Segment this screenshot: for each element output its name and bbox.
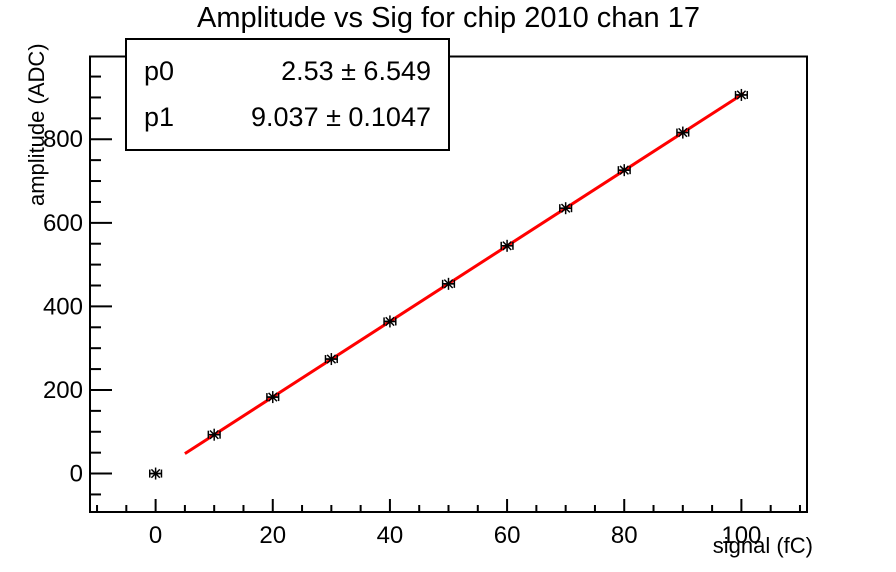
data-marker [502,241,512,251]
y-tick-label: 800 [43,126,83,153]
fit-stats-box: p0 2.53 ± 6.549 p1 9.037 ± 0.1047 [125,38,450,151]
stats-row-p0: p0 2.53 ± 6.549 [144,56,431,87]
data-marker [268,392,278,402]
data-marker [560,203,571,213]
y-tick-label: 0 [70,461,83,488]
data-marker [326,354,337,364]
y-tick-label: 200 [43,377,83,404]
param-name-p0: p0 [144,55,175,86]
x-tick-label: 60 [494,522,521,549]
param-name-p1: p1 [144,102,175,133]
x-tick-label: 40 [377,522,404,549]
param-value-p1: 9.037 ± 0.1047 [251,102,431,133]
y-tick-label: 400 [43,293,83,320]
x-tick-label: 100 [721,522,761,549]
x-tick-label: 80 [611,522,638,549]
x-tick-label: 0 [149,522,162,549]
y-tick-label: 600 [43,210,83,237]
stats-row-p1: p1 9.037 ± 0.1047 [144,102,431,133]
param-value-p0: 2.53 ± 6.549 [281,55,431,86]
data-marker [150,468,161,479]
x-axis-title: signal (fC) [712,533,813,558]
data-marker [619,165,629,175]
data-marker [736,90,747,100]
data-marker [209,429,219,440]
data-marker [443,279,454,289]
data-marker [385,316,395,327]
y-axis-title: amplitude (ADC) [24,43,49,206]
data-marker [678,127,688,138]
chart-title: Amplitude vs Sig for chip 2010 chan 17 [197,2,700,34]
x-tick-label: 20 [259,522,286,549]
